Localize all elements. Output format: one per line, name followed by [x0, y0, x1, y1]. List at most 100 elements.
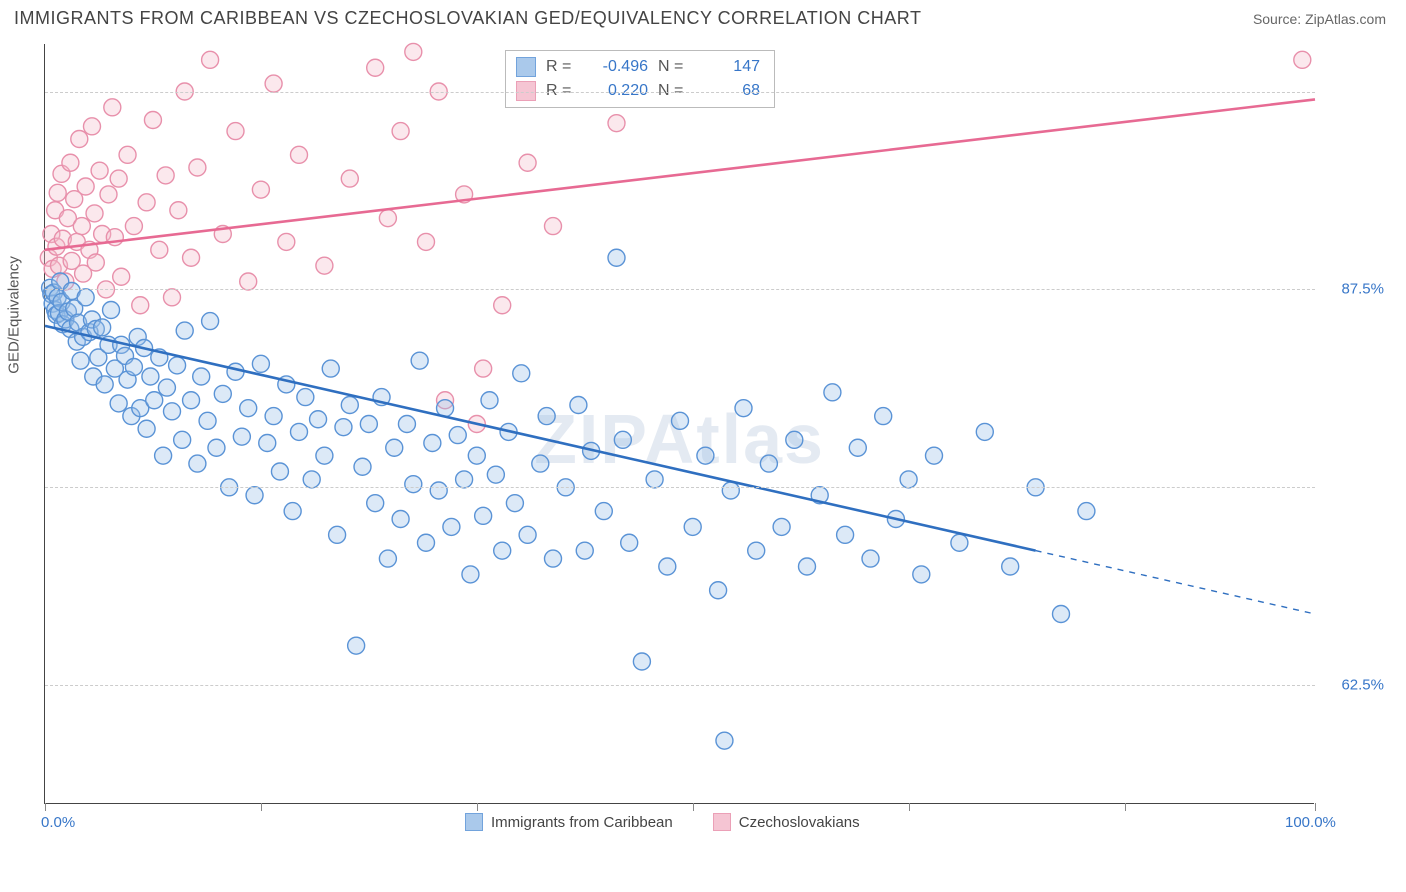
scatter-point: [83, 118, 100, 135]
scatter-point: [341, 170, 358, 187]
x-tick: [693, 803, 694, 811]
stats-legend-box: R = -0.496 N = 147 R = 0.220 N = 68: [505, 50, 775, 108]
scatter-point: [633, 653, 650, 670]
scatter-point: [900, 471, 917, 488]
scatter-point: [310, 411, 327, 428]
x-tick: [261, 803, 262, 811]
scatter-point: [110, 395, 127, 412]
scatter-point: [716, 732, 733, 749]
scatter-point: [576, 542, 593, 559]
scatter-point: [760, 455, 777, 472]
scatter-point: [202, 313, 219, 330]
scatter-point: [722, 482, 739, 499]
trend-line: [45, 326, 1036, 551]
scatter-point: [646, 471, 663, 488]
chart-svg: [45, 44, 1315, 804]
x-tick: [909, 803, 910, 811]
scatter-point: [265, 408, 282, 425]
scatter-point: [392, 123, 409, 140]
scatter-point: [103, 302, 120, 319]
scatter-point: [71, 131, 88, 148]
scatter-point: [322, 360, 339, 377]
scatter-point: [142, 368, 159, 385]
scatter-point: [297, 389, 314, 406]
scatter-point: [697, 447, 714, 464]
bottom-label-czech: Czechoslovakians: [739, 814, 860, 831]
scatter-point: [73, 218, 90, 235]
scatter-point: [506, 495, 523, 512]
scatter-point: [183, 249, 200, 266]
scatter-point: [710, 582, 727, 599]
scatter-point: [926, 447, 943, 464]
bottom-label-caribbean: Immigrants from Caribbean: [491, 814, 673, 831]
stats-row-caribbean: R = -0.496 N = 147: [516, 55, 760, 79]
scatter-point: [62, 154, 79, 171]
scatter-point: [246, 487, 263, 504]
scatter-point: [227, 363, 244, 380]
scatter-point: [418, 534, 435, 551]
scatter-point: [208, 439, 225, 456]
scatter-point: [104, 99, 121, 116]
scatter-point: [735, 400, 752, 417]
scatter-point: [494, 542, 511, 559]
scatter-point: [96, 376, 113, 393]
scatter-point: [773, 518, 790, 535]
scatter-point: [183, 392, 200, 409]
scatter-point: [155, 447, 172, 464]
scatter-point: [303, 471, 320, 488]
bottom-swatch-caribbean: [465, 813, 483, 831]
scatter-point: [398, 416, 415, 433]
scatter-point: [240, 273, 257, 290]
scatter-point: [291, 146, 308, 163]
scatter-point: [77, 178, 94, 195]
scatter-point: [875, 408, 892, 425]
scatter-point: [379, 210, 396, 227]
scatter-point: [341, 397, 358, 414]
scatter-point: [411, 352, 428, 369]
scatter-point: [367, 59, 384, 76]
scatter-point: [862, 550, 879, 567]
scatter-point: [799, 558, 816, 575]
source-label: Source: ZipAtlas.com: [1253, 11, 1386, 27]
gridline: [45, 685, 1315, 686]
scatter-point: [430, 482, 447, 499]
scatter-point: [158, 379, 175, 396]
scatter-point: [329, 526, 346, 543]
scatter-point: [271, 463, 288, 480]
scatter-point: [164, 403, 181, 420]
scatter-point: [335, 419, 352, 436]
scatter-point: [354, 458, 371, 475]
scatter-point: [462, 566, 479, 583]
scatter-point: [392, 511, 409, 528]
scatter-point: [151, 241, 168, 258]
scatter-point: [468, 447, 485, 464]
scatter-point: [94, 319, 111, 336]
scatter-point: [443, 518, 460, 535]
scatter-point: [545, 550, 562, 567]
stats-R-label: R =: [546, 55, 578, 79]
scatter-point: [659, 558, 676, 575]
scatter-point: [475, 360, 492, 377]
scatter-point: [138, 194, 155, 211]
x-tick: [1125, 803, 1126, 811]
scatter-point: [125, 359, 142, 376]
scatter-point: [174, 431, 191, 448]
scatter-point: [170, 202, 187, 219]
source-name: ZipAtlas.com: [1305, 11, 1386, 27]
scatter-point: [386, 439, 403, 456]
scatter-point: [227, 123, 244, 140]
scatter-point: [144, 112, 161, 129]
scatter-point: [1002, 558, 1019, 575]
scatter-point: [265, 75, 282, 92]
scatter-point: [786, 431, 803, 448]
gridline: [45, 92, 1315, 93]
scatter-point: [157, 167, 174, 184]
scatter-point: [614, 431, 631, 448]
scatter-point: [110, 170, 127, 187]
stats-N-caribbean: 147: [700, 55, 760, 79]
scatter-point: [199, 412, 216, 429]
scatter-point: [538, 408, 555, 425]
x-tick-label: 100.0%: [1285, 814, 1336, 831]
scatter-point: [193, 368, 210, 385]
y-tick-label: 87.5%: [1341, 281, 1384, 298]
